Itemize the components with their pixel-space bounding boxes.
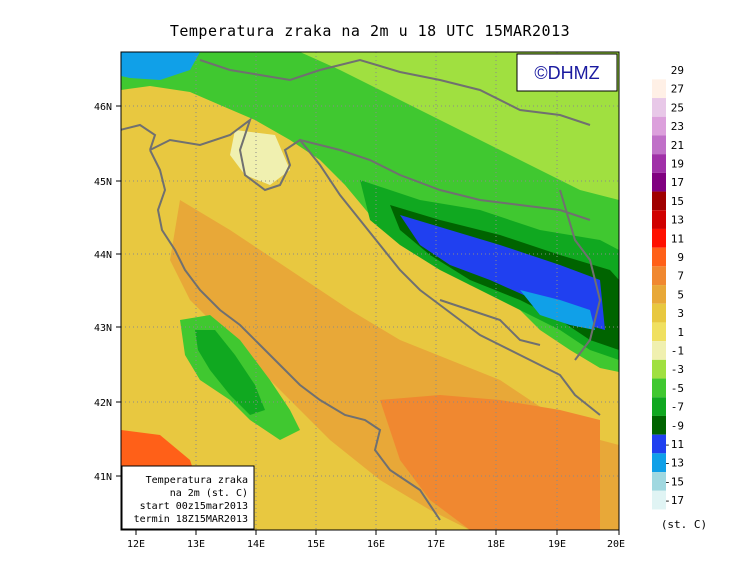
colorbar-swatch bbox=[652, 322, 666, 342]
colorbar-swatch bbox=[652, 154, 666, 173]
map-title: Temperatura zraka na 2m u 18 UTC 15MAR20… bbox=[169, 22, 571, 40]
lat-label: 44N bbox=[94, 250, 112, 261]
colorbar-swatch bbox=[652, 172, 666, 192]
temperature-field bbox=[121, 52, 619, 530]
axis-ticks bbox=[116, 105, 620, 535]
colorbar-label: 23 bbox=[671, 120, 684, 133]
lon-label: 17E bbox=[427, 539, 445, 550]
dhmz-logo: ©DHMZ bbox=[516, 53, 618, 92]
colorbar-label: 17 bbox=[671, 176, 684, 189]
colorbar-swatch bbox=[652, 378, 666, 398]
colorbar-label: -15 bbox=[664, 475, 684, 488]
colorbar-swatch bbox=[652, 490, 666, 510]
colorbar-label: 5 bbox=[677, 288, 684, 301]
lon-labels: 12E 13E 14E 15E 16E 17E 18E 19E 20E bbox=[127, 539, 625, 550]
lat-label: 46N bbox=[94, 102, 112, 113]
coastlines bbox=[121, 58, 602, 521]
lat-label: 42N bbox=[94, 398, 112, 409]
colorbar-label: -3 bbox=[671, 363, 684, 376]
info-line: na 2m (st. C) bbox=[170, 488, 248, 499]
colorbar-swatch bbox=[652, 397, 666, 416]
colorbar-swatch bbox=[652, 341, 666, 360]
colorbar-label: -1 bbox=[671, 345, 684, 358]
colorbar-swatch bbox=[652, 434, 666, 454]
colorbar-swatch bbox=[652, 79, 666, 99]
colorbar-unit: (st. C) bbox=[661, 518, 707, 531]
colorbar-label: 11 bbox=[671, 232, 684, 245]
lat-labels: 46N 45N 44N 43N 42N 41N bbox=[94, 102, 112, 483]
colorbar-label: 29 bbox=[671, 64, 684, 77]
colorbar: 29 27 25 23 21 19 17 15 13 11 9 7 5 3 1 -1 -3 -5 -7 -9 -11 -1… bbox=[652, 64, 684, 510]
colorbar-label: -17 bbox=[664, 494, 684, 507]
colorbar-swatch bbox=[652, 266, 666, 286]
info-box: Temperatura zraka na 2m (st. C) start 00… bbox=[121, 465, 255, 530]
colorbar-label: 1 bbox=[677, 326, 684, 339]
logo-text: ©DHMZ bbox=[534, 63, 599, 83]
colorbar-swatch bbox=[652, 359, 666, 379]
colorbar-label: -9 bbox=[671, 419, 684, 432]
colorbar-label: 19 bbox=[671, 158, 684, 171]
lon-label: 19E bbox=[548, 539, 566, 550]
colorbar-swatch bbox=[652, 453, 666, 473]
lon-label: 15E bbox=[307, 539, 325, 550]
lat-label: 45N bbox=[94, 177, 112, 188]
colorbar-swatch bbox=[652, 247, 666, 267]
colorbar-label: 7 bbox=[677, 270, 684, 283]
lat-label: 43N bbox=[94, 323, 112, 334]
colorbar-swatch bbox=[652, 135, 666, 155]
colorbar-swatch bbox=[652, 210, 666, 229]
colorbar-label: -5 bbox=[671, 382, 684, 395]
info-line: Temperatura zraka bbox=[146, 475, 248, 486]
info-line: start 00z15mar2013 bbox=[140, 501, 248, 512]
lon-label: 20E bbox=[607, 539, 625, 550]
colorbar-label: -11 bbox=[664, 438, 684, 451]
colorbar-label: 21 bbox=[671, 139, 684, 152]
colorbar-swatch bbox=[652, 415, 666, 435]
colorbar-label: -13 bbox=[664, 457, 684, 470]
lon-label: 12E bbox=[127, 539, 145, 550]
colorbar-swatch bbox=[652, 285, 666, 304]
colorbar-swatch bbox=[652, 228, 666, 248]
graticule bbox=[121, 52, 619, 530]
lon-label: 14E bbox=[247, 539, 265, 550]
lon-label: 13E bbox=[187, 539, 205, 550]
lon-label: 16E bbox=[367, 539, 385, 550]
colorbar-label: 27 bbox=[671, 83, 684, 96]
lat-label: 41N bbox=[94, 472, 112, 483]
colorbar-label: 25 bbox=[671, 101, 684, 114]
lon-label: 18E bbox=[487, 539, 505, 550]
colorbar-label: 15 bbox=[671, 195, 684, 208]
colorbar-label: 13 bbox=[671, 214, 684, 227]
colorbar-swatch bbox=[652, 191, 666, 211]
colorbar-swatch bbox=[652, 116, 666, 136]
info-line: termin 18Z15MAR2013 bbox=[134, 514, 248, 525]
colorbar-swatch bbox=[652, 303, 666, 323]
colorbar-swatch bbox=[652, 472, 666, 491]
colorbar-swatch bbox=[652, 98, 666, 117]
colorbar-label: 9 bbox=[677, 251, 684, 264]
plot-frame bbox=[120, 51, 620, 531]
colorbar-label: -7 bbox=[671, 401, 684, 414]
colorbar-label: 3 bbox=[677, 307, 684, 320]
